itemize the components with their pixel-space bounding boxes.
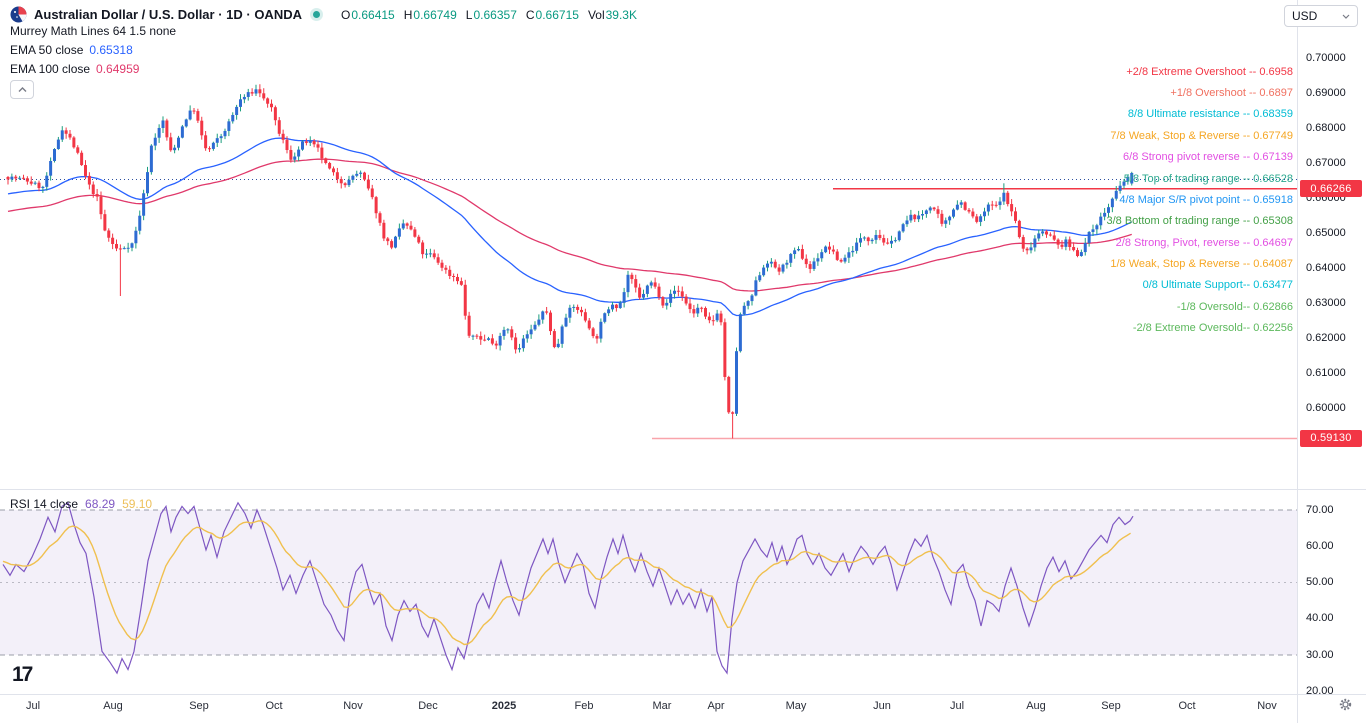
ema50-legend-row[interactable]: EMA 50 close 0.65318 [10,43,133,57]
time-label-Nov-4: Nov [343,700,363,712]
price-badge-0.59130: 0.59130 [1300,429,1362,447]
chevron-up-icon [18,86,26,92]
time-label-Dec-5: Dec [418,700,438,712]
murrey-label-3: 8/8 Ultimate resistance -- 0.68359 [1127,108,1293,121]
murrey-legend-row[interactable]: Murrey Math Lines 64 1.5 none [10,24,176,38]
rsi-line [2,501,1134,675]
candles-layer [6,84,1134,439]
price-tick-0.65000: 0.65000 [1306,226,1346,239]
volume-value: 39.3K [605,7,637,22]
murrey-label-7: 4/8 Major S/R pivot point -- 0.65918 [1119,193,1293,206]
symbol-header: Australian Dollar / U.S. Dollar · 1D · O… [10,6,637,23]
price-tick-0.61000: 0.61000 [1306,366,1346,379]
murrey-label-8: 3/8 Bottom of trading range -- 0.65308 [1106,215,1293,228]
time-label-Oct-15: Oct [1178,700,1196,712]
time-label-Aug-13: Aug [1026,700,1046,712]
close-label: C [525,7,535,22]
rsi-legend-value: 68.29 [85,497,116,511]
time-label-Apr-9: Apr [707,700,725,712]
symbol-flag-icon [10,6,27,23]
murrey-label-10: 1/8 Weak, Stop & Reverse -- 0.64087 [1110,257,1293,270]
murrey-legend-label: Murrey Math Lines 64 1.5 none [10,24,177,38]
tradingview-logo[interactable]: 17 [12,663,33,686]
close-value: 0.66715 [535,7,579,22]
price-tick-0.64000: 0.64000 [1306,261,1346,274]
ema-lines-layer [7,137,1133,317]
rsi-tick-30.00: 30.00 [1306,648,1334,661]
rsi-legend-row[interactable]: RSI 14 close 68.29 59.10 [10,497,152,511]
price-axis-separator [1297,0,1298,723]
time-label-Jul-12: Jul [949,700,965,712]
time-label-Aug-1: Aug [103,700,123,712]
high-label: H [403,7,413,22]
ema100-legend-value: 0.64959 [96,62,140,76]
chevron-down-icon [1342,14,1350,19]
price-tick-0.68000: 0.68000 [1306,121,1346,134]
price-tick-0.69000: 0.69000 [1306,86,1346,99]
murrey-label-11: 0/8 Ultimate Support-- 0.63477 [1142,279,1293,292]
volume-label: Vol [587,7,605,22]
symbol-title[interactable]: Australian Dollar / U.S. Dollar · 1D · O… [34,7,302,22]
time-label-Sep-14: Sep [1101,700,1121,712]
currency-dropdown[interactable]: USD [1284,5,1358,27]
ema50-legend-value: 0.65318 [89,43,133,57]
high-value: 0.66749 [413,7,457,22]
price-tick-0.62000: 0.62000 [1306,331,1346,344]
ema100-line [7,158,1132,292]
rsi-legend-label: RSI 14 close [10,497,79,511]
rsi-signal-line [2,520,1131,646]
currency-dropdown-value: USD [1292,9,1318,23]
rsi-tick-40.00: 40.00 [1306,612,1334,625]
price-tick-0.63000: 0.63000 [1306,296,1346,309]
low-value: 0.66357 [473,7,517,22]
ema100-legend-label: EMA 100 close [10,62,91,76]
ema50-legend-label: EMA 50 close [10,43,84,57]
murrey-label-6: 5/8 Top of trading range -- 0.66528 [1123,172,1293,185]
collapse-legend-button[interactable] [10,80,34,99]
time-label-Jun-11: Jun [873,700,891,712]
settings-gear-icon[interactable] [1338,697,1353,712]
rsi-tick-70.00: 70.00 [1306,503,1334,516]
murrey-label-1: +2/8 Extreme Overshoot -- 0.6958 [1126,65,1293,78]
ema100-legend-row[interactable]: EMA 100 close 0.64959 [10,62,139,76]
time-label-Feb-7: Feb [574,700,594,712]
time-label-Mar-8: Mar [652,700,672,712]
market-status-dot [313,11,320,18]
time-label-Sep-2: Sep [189,700,209,712]
time-axis-separator [0,694,1366,695]
price-tick-0.60000: 0.60000 [1306,401,1346,414]
price-tick-0.67000: 0.67000 [1306,156,1346,169]
time-label-May-10: May [785,700,807,712]
rsi-lines-layer [2,501,1134,675]
murrey-label-5: 6/8 Strong pivot reverse -- 0.67139 [1123,151,1293,164]
price-badge-0.66266: 0.66266 [1300,180,1362,198]
price-tick-0.70000: 0.70000 [1306,51,1346,64]
time-label-Nov-16: Nov [1257,700,1277,712]
open-label: O [341,7,351,22]
open-value: 0.66415 [351,7,395,22]
rsi-signal-legend-value: 59.10 [122,497,153,511]
ema50-line [7,137,1133,317]
time-label-Oct-3: Oct [265,700,283,712]
murrey-label-12: -1/8 Oversold-- 0.62866 [1176,300,1293,313]
low-label: L [465,7,473,22]
murrey-label-13: -2/8 Extreme Oversold-- 0.62256 [1132,322,1293,335]
rsi-tick-60.00: 60.00 [1306,539,1334,552]
murrey-label-9: 2/8 Strong, Pivot, reverse -- 0.64697 [1115,236,1293,249]
murrey-label-2: +1/8 Overshoot -- 0.6897 [1170,87,1293,100]
murrey-label-4: 7/8 Weak, Stop & Reverse -- 0.67749 [1110,129,1293,142]
rsi-tick-20.00: 20.00 [1306,684,1334,697]
pane-divider [0,489,1366,490]
time-label-2025-6: 2025 [491,700,517,712]
rsi-tick-50.00: 50.00 [1306,576,1334,588]
ohlc-values: O 0.66415 H 0.66749 L 0.66357 C 0.66715 Vol 3… [341,8,637,22]
time-label-Jul-0: Jul [25,700,41,712]
